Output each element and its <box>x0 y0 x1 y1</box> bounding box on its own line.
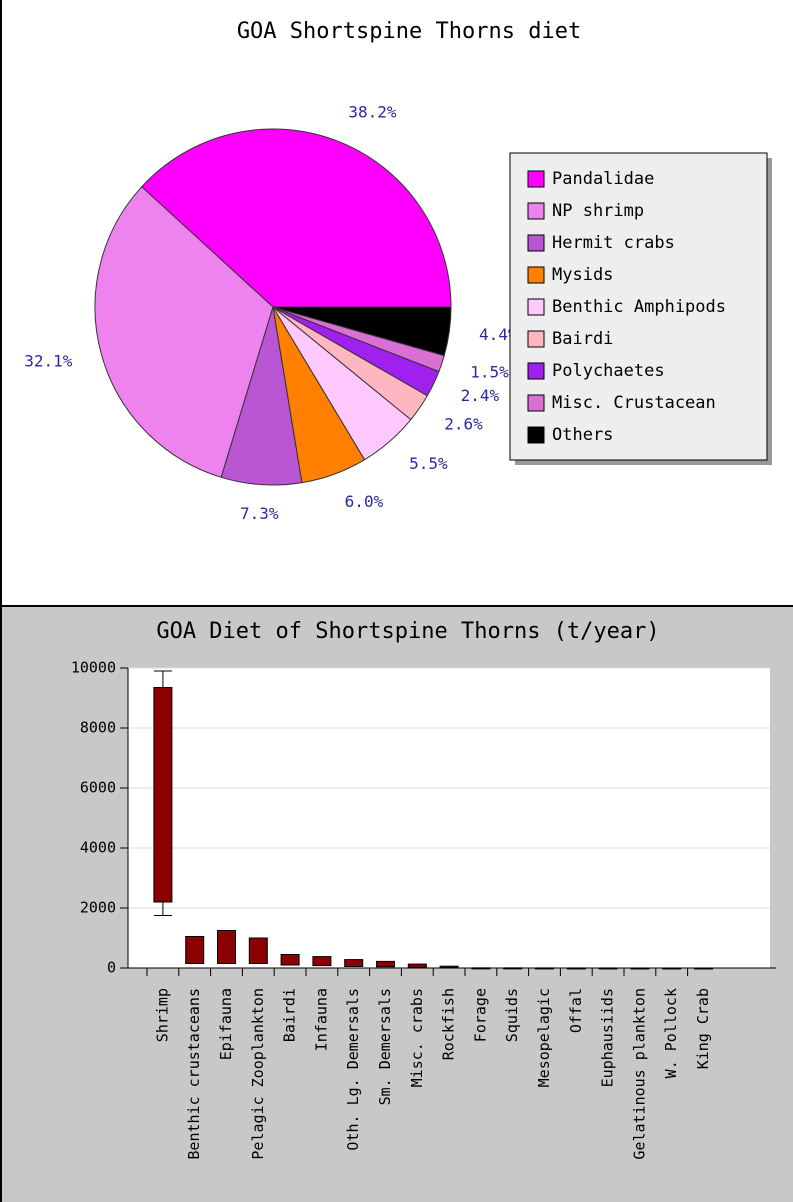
legend-label: NP shrimp <box>552 201 644 221</box>
x-tick-label: Rockfish <box>440 988 458 1060</box>
legend-label: Bairdi <box>552 329 613 349</box>
bar <box>376 960 395 968</box>
legend-label: Misc. Crustacean <box>552 393 716 413</box>
x-tick-label: Euphausiids <box>599 988 617 1087</box>
legend <box>509 152 768 461</box>
y-tick-label: 6000 <box>80 779 116 797</box>
legend-swatch <box>527 394 545 412</box>
slice-label: 2.6% <box>444 414 483 433</box>
legend-label: Others <box>552 425 613 445</box>
bar <box>439 965 459 969</box>
slice-label: 7.3% <box>240 504 279 523</box>
bar <box>471 967 491 970</box>
plot-area <box>128 668 770 968</box>
bar <box>153 687 173 903</box>
x-tick-label: W. Pollock <box>662 988 680 1078</box>
error-bar <box>153 670 172 916</box>
legend-swatch <box>527 266 545 284</box>
bar <box>217 930 236 964</box>
x-tick-label: Squids <box>503 988 521 1042</box>
x-tick-label: Bairdi <box>281 988 299 1042</box>
legend-label: Pandalidae <box>552 169 654 189</box>
bar <box>662 967 682 970</box>
x-tick-label: Epifauna <box>217 988 235 1060</box>
y-tick-label: 8000 <box>80 719 116 737</box>
x-tick-label: Oth. Lg. Demersals <box>344 988 362 1151</box>
slice-label: 6.0% <box>345 492 384 511</box>
legend-swatch <box>527 170 545 188</box>
x-tick-label: Misc. crabs <box>408 988 426 1087</box>
x-tick-label: Sm. Demersals <box>376 988 394 1105</box>
bar <box>344 959 364 967</box>
slice-label: 2.4% <box>461 386 500 405</box>
legend-swatch <box>527 330 545 348</box>
bar <box>407 963 427 968</box>
bar <box>312 956 332 967</box>
pie-slice <box>94 186 274 478</box>
x-tick-label: Offal <box>567 988 585 1033</box>
legend-label: Polychaetes <box>552 361 665 381</box>
legend-swatch <box>527 362 545 380</box>
y-tick-label: 10000 <box>71 659 116 677</box>
slice-label: 38.2% <box>348 103 397 122</box>
bar-title: GOA Diet of Shortspine Thorns (t/year) <box>156 619 659 644</box>
y-tick-label: 4000 <box>80 839 116 857</box>
slice-label: 5.5% <box>409 454 448 473</box>
pie-slice <box>141 128 452 308</box>
x-tick-label: Mesopelagic <box>535 988 553 1087</box>
legend-swatch <box>527 298 545 316</box>
y-tick-label: 0 <box>107 959 116 977</box>
slice-label: 1.5% <box>470 363 509 382</box>
slice-label: 4.4% <box>479 325 518 344</box>
legend-label: Benthic Amphipods <box>552 297 726 317</box>
x-tick-label: Shrimp <box>153 988 171 1042</box>
slice-label: 32.1% <box>24 351 73 370</box>
x-tick-label: Forage <box>471 988 489 1042</box>
x-tick-label: Pelagic Zooplankton <box>249 988 267 1160</box>
legend-swatch <box>527 426 545 444</box>
bar <box>248 937 268 964</box>
pie-title: GOA Shortspine Thorns diet <box>237 19 581 44</box>
x-tick-label: Benthic crustaceans <box>185 988 203 1160</box>
x-tick-label: Infauna <box>312 988 330 1051</box>
bar <box>280 954 300 966</box>
legend-swatch <box>527 202 545 220</box>
bar <box>630 967 650 970</box>
legend-label: Mysids <box>552 265 613 285</box>
y-tick-label: 2000 <box>80 899 116 917</box>
bar <box>535 967 554 970</box>
bar <box>566 967 586 970</box>
bar <box>694 967 713 970</box>
x-tick-label: King Crab <box>694 988 712 1069</box>
x-tick-label: Gelatinous plankton <box>630 988 648 1160</box>
bar <box>503 967 523 970</box>
legend-label: Hermit crabs <box>552 233 675 253</box>
bar <box>185 936 205 964</box>
legend-swatch <box>527 234 545 252</box>
bar <box>598 967 618 970</box>
pie-slice <box>272 306 452 357</box>
